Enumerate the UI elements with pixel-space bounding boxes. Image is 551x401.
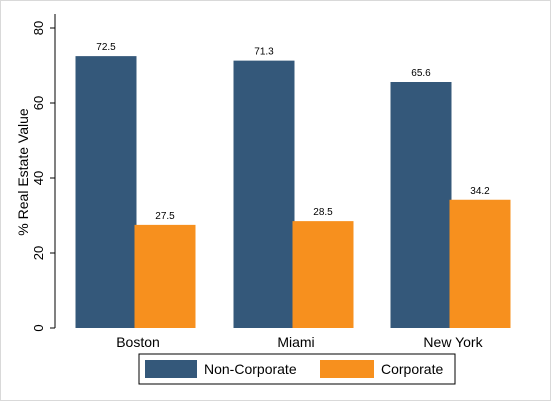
y-axis-ticks: 0 20 40 60 80 (31, 21, 55, 332)
legend-swatch-corporate (320, 360, 374, 378)
y-tick-label-20: 20 (31, 246, 46, 260)
data-label-corporate-new-york: 34.2 (470, 186, 490, 197)
legend-swatch-non-corporate (145, 360, 197, 378)
y-tick-label-40: 40 (31, 171, 46, 185)
legend-label-corporate: Corporate (381, 361, 443, 377)
y-tick-label-0: 0 (31, 324, 46, 331)
data-label-non-corporate-new-york: 65.6 (411, 68, 431, 79)
data-label-corporate-boston: 27.5 (155, 211, 175, 222)
bar-non-corporate-boston (75, 56, 137, 328)
data-label-non-corporate-boston: 72.5 (96, 42, 116, 53)
bar-non-corporate-new-york (390, 82, 452, 328)
legend: Non-Corporate Corporate (138, 353, 456, 385)
data-label-corporate-miami: 28.5 (313, 207, 333, 218)
data-label-non-corporate-miami: 71.3 (254, 47, 274, 58)
bars-group: 72.5 71.3 65.6 27.5 28.5 34.2 (75, 42, 511, 328)
bar-corporate-boston (134, 224, 196, 328)
y-axis-label: % Real Estate Value (15, 108, 31, 236)
bar-non-corporate-miami (233, 60, 295, 328)
x-axis-labels: Boston Miami New York (116, 334, 483, 350)
bar-corporate-new-york (449, 199, 511, 328)
y-tick-label-60: 60 (31, 96, 46, 110)
x-tick-label-miami: Miami (277, 334, 314, 350)
bar-corporate-miami (292, 221, 354, 328)
x-tick-label-boston: Boston (116, 334, 160, 350)
y-tick-label-80: 80 (31, 21, 46, 35)
x-tick-label-new-york: New York (423, 334, 483, 350)
legend-label-non-corporate: Non-Corporate (204, 361, 297, 377)
